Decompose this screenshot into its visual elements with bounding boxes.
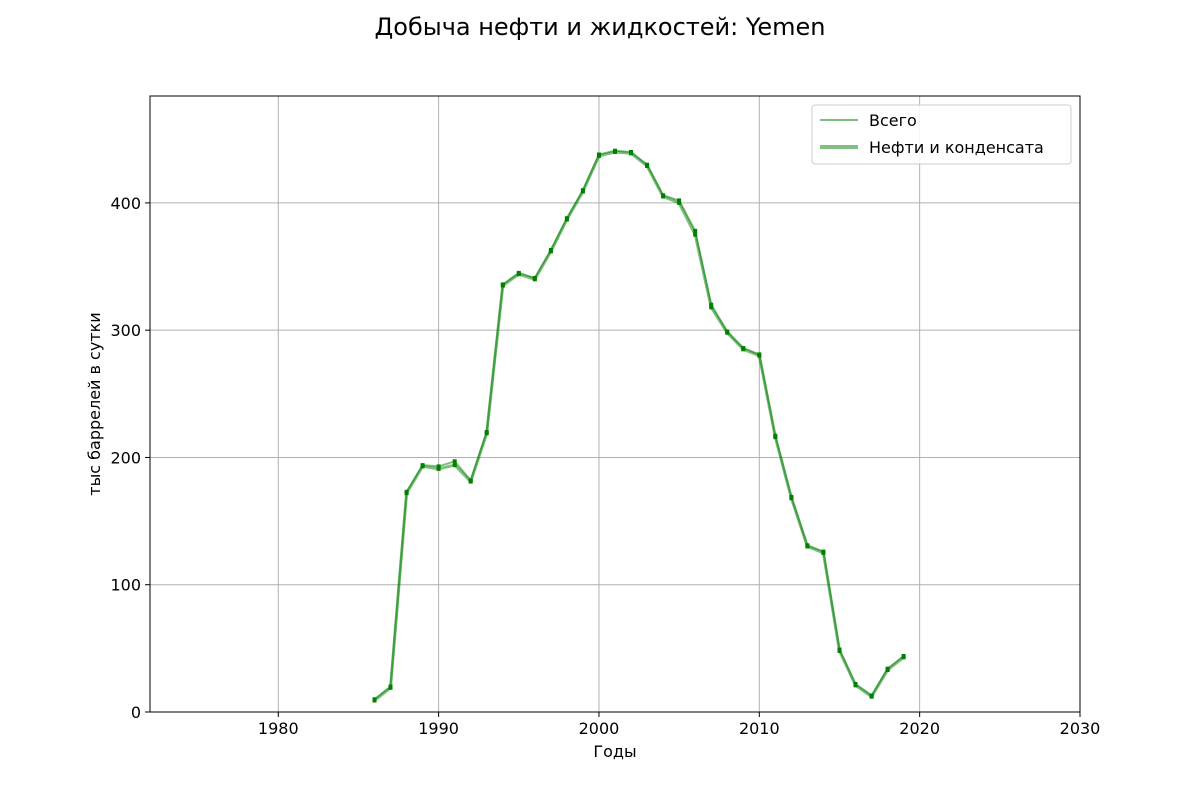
- data-point-1: [613, 150, 617, 154]
- data-point-1: [725, 330, 730, 335]
- y-axis-title: тыс баррелей в сутки: [85, 312, 104, 495]
- data-point-1: [420, 464, 425, 469]
- chart-title: Добыча нефти и жидкостей: Yemen: [375, 13, 826, 41]
- legend-label-crude: Нефти и конденсата: [869, 138, 1044, 157]
- data-point-1: [516, 272, 521, 277]
- ticks: 1980 1990 2000 2010 2020 2030 0 100 200 300 400: [110, 194, 1100, 738]
- data-point-1: [564, 217, 569, 222]
- x-tick-label: 2000: [579, 719, 620, 738]
- data-point-1: [468, 479, 473, 484]
- y-tick-label: 200: [110, 448, 141, 467]
- legend-label-total: Всего: [869, 111, 917, 130]
- data-point-1: [821, 550, 826, 555]
- data-point-1: [388, 685, 393, 690]
- data-point-1: [741, 347, 746, 352]
- legend-box: [811, 104, 1072, 165]
- series-line-1: [373, 150, 905, 702]
- data-point-1: [757, 353, 762, 358]
- data-point-1: [580, 189, 585, 194]
- data-point-1: [693, 232, 698, 237]
- data-point-1: [773, 435, 778, 440]
- plot-frame: [149, 95, 1081, 713]
- data-point-1: [645, 164, 650, 168]
- y-tick-label: 300: [110, 321, 141, 340]
- y-tick-label: 100: [110, 576, 141, 595]
- grid: [150, 96, 1081, 713]
- x-axis-title: Годы: [593, 742, 636, 761]
- data-point-1: [885, 668, 890, 672]
- legend: Всего Нефти и конденсата: [811, 104, 1072, 165]
- data-point-1: [484, 431, 489, 436]
- y-tick-label: 0: [131, 703, 141, 722]
- series-line-0: [373, 149, 905, 701]
- x-tick-label: 1990: [418, 719, 459, 738]
- data-point-0: [452, 459, 457, 464]
- data-point-1: [436, 466, 441, 471]
- x-tick-label: 2030: [1060, 719, 1101, 738]
- data-point-0: [709, 302, 714, 307]
- data-point-1: [789, 496, 794, 501]
- data-point-0: [693, 228, 698, 233]
- series-layer: [372, 148, 906, 703]
- data-point-1: [548, 249, 553, 254]
- data-point-1: [709, 305, 714, 310]
- data-point-1: [532, 277, 537, 282]
- data-point-1: [901, 655, 906, 660]
- data-point-1: [597, 153, 601, 158]
- data-point-1: [452, 463, 457, 468]
- data-point-1: [372, 698, 377, 703]
- data-point-1: [805, 544, 810, 549]
- data-point-1: [629, 151, 633, 156]
- data-point-1: [404, 491, 409, 496]
- data-point-1: [661, 194, 666, 199]
- data-point-0: [677, 198, 682, 203]
- data-point-1: [837, 648, 842, 653]
- x-tick-label: 1980: [258, 719, 299, 738]
- x-tick-label: 2020: [899, 719, 940, 738]
- data-point-1: [677, 200, 682, 205]
- data-point-0: [436, 464, 441, 469]
- data-point-1: [500, 283, 505, 288]
- y-tick-label: 400: [110, 194, 141, 213]
- data-point-1: [853, 683, 858, 688]
- x-tick-label: 2010: [739, 719, 780, 738]
- data-point-1: [869, 694, 874, 699]
